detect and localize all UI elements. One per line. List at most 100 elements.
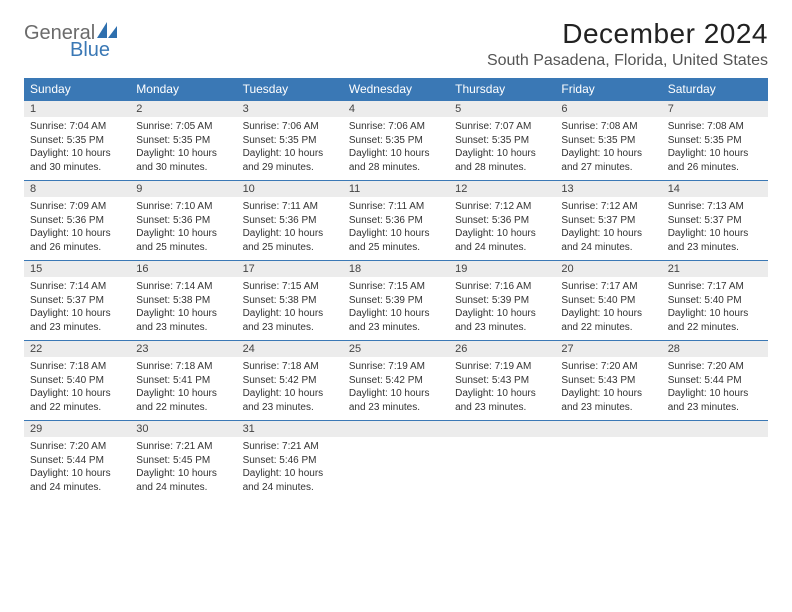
daylight-line: Daylight: 10 hours and 25 minutes. bbox=[243, 227, 337, 254]
day-body: Sunrise: 7:20 AMSunset: 5:43 PMDaylight:… bbox=[555, 357, 661, 420]
day-number: 17 bbox=[237, 261, 343, 277]
sunrise-line: Sunrise: 7:18 AM bbox=[30, 360, 124, 374]
day-body: Sunrise: 7:14 AMSunset: 5:38 PMDaylight:… bbox=[130, 277, 236, 340]
calendar-row: 29Sunrise: 7:20 AMSunset: 5:44 PMDayligh… bbox=[24, 421, 768, 501]
sunset-line: Sunset: 5:35 PM bbox=[30, 134, 124, 148]
daylight-line: Daylight: 10 hours and 24 minutes. bbox=[561, 227, 655, 254]
day-number: 21 bbox=[662, 261, 768, 277]
day-number: 29 bbox=[24, 421, 130, 437]
calendar-table: Sunday Monday Tuesday Wednesday Thursday… bbox=[24, 78, 768, 500]
day-body: Sunrise: 7:12 AMSunset: 5:36 PMDaylight:… bbox=[449, 197, 555, 260]
sunset-line: Sunset: 5:35 PM bbox=[136, 134, 230, 148]
daylight-line: Daylight: 10 hours and 23 minutes. bbox=[349, 307, 443, 334]
sunrise-line: Sunrise: 7:04 AM bbox=[30, 120, 124, 134]
sunrise-line: Sunrise: 7:12 AM bbox=[561, 200, 655, 214]
day-body: Sunrise: 7:10 AMSunset: 5:36 PMDaylight:… bbox=[130, 197, 236, 260]
sunset-line: Sunset: 5:35 PM bbox=[455, 134, 549, 148]
day-number: 8 bbox=[24, 181, 130, 197]
month-title: December 2024 bbox=[487, 18, 768, 50]
day-number: 3 bbox=[237, 101, 343, 117]
day-body: Sunrise: 7:09 AMSunset: 5:36 PMDaylight:… bbox=[24, 197, 130, 260]
day-body: Sunrise: 7:14 AMSunset: 5:37 PMDaylight:… bbox=[24, 277, 130, 340]
daylight-line: Daylight: 10 hours and 27 minutes. bbox=[561, 147, 655, 174]
sunset-line: Sunset: 5:35 PM bbox=[668, 134, 762, 148]
calendar-cell: 15Sunrise: 7:14 AMSunset: 5:37 PMDayligh… bbox=[24, 261, 130, 341]
location-text: South Pasadena, Florida, United States bbox=[487, 52, 768, 70]
day-body: Sunrise: 7:08 AMSunset: 5:35 PMDaylight:… bbox=[555, 117, 661, 180]
day-number: 25 bbox=[343, 341, 449, 357]
sunset-line: Sunset: 5:39 PM bbox=[349, 294, 443, 308]
daylight-line: Daylight: 10 hours and 22 minutes. bbox=[30, 387, 124, 414]
sunrise-line: Sunrise: 7:18 AM bbox=[136, 360, 230, 374]
header: General Blue December 2024 South Pasaden… bbox=[24, 18, 768, 70]
dayhead-tue: Tuesday bbox=[237, 78, 343, 101]
sunrise-line: Sunrise: 7:11 AM bbox=[243, 200, 337, 214]
calendar-cell: 5Sunrise: 7:07 AMSunset: 5:35 PMDaylight… bbox=[449, 101, 555, 181]
sunset-line: Sunset: 5:38 PM bbox=[136, 294, 230, 308]
calendar-cell: 30Sunrise: 7:21 AMSunset: 5:45 PMDayligh… bbox=[130, 421, 236, 501]
day-body: Sunrise: 7:16 AMSunset: 5:39 PMDaylight:… bbox=[449, 277, 555, 340]
sunset-line: Sunset: 5:40 PM bbox=[561, 294, 655, 308]
day-body: Sunrise: 7:04 AMSunset: 5:35 PMDaylight:… bbox=[24, 117, 130, 180]
daylight-line: Daylight: 10 hours and 26 minutes. bbox=[30, 227, 124, 254]
day-body: Sunrise: 7:18 AMSunset: 5:42 PMDaylight:… bbox=[237, 357, 343, 420]
dayhead-thu: Thursday bbox=[449, 78, 555, 101]
day-number: 23 bbox=[130, 341, 236, 357]
sunrise-line: Sunrise: 7:07 AM bbox=[455, 120, 549, 134]
day-body: Sunrise: 7:06 AMSunset: 5:35 PMDaylight:… bbox=[237, 117, 343, 180]
day-number: 18 bbox=[343, 261, 449, 277]
sunset-line: Sunset: 5:37 PM bbox=[30, 294, 124, 308]
sunset-line: Sunset: 5:46 PM bbox=[243, 454, 337, 468]
sunrise-line: Sunrise: 7:08 AM bbox=[561, 120, 655, 134]
day-number bbox=[449, 421, 555, 437]
sunrise-line: Sunrise: 7:12 AM bbox=[455, 200, 549, 214]
day-body: Sunrise: 7:08 AMSunset: 5:35 PMDaylight:… bbox=[662, 117, 768, 180]
sunrise-line: Sunrise: 7:19 AM bbox=[455, 360, 549, 374]
calendar-cell: 1Sunrise: 7:04 AMSunset: 5:35 PMDaylight… bbox=[24, 101, 130, 181]
calendar-cell bbox=[449, 421, 555, 501]
day-number: 2 bbox=[130, 101, 236, 117]
dayhead-sun: Sunday bbox=[24, 78, 130, 101]
day-number bbox=[555, 421, 661, 437]
sunrise-line: Sunrise: 7:11 AM bbox=[349, 200, 443, 214]
day-body bbox=[555, 437, 661, 495]
sunrise-line: Sunrise: 7:20 AM bbox=[30, 440, 124, 454]
daylight-line: Daylight: 10 hours and 23 minutes. bbox=[349, 387, 443, 414]
calendar-cell: 24Sunrise: 7:18 AMSunset: 5:42 PMDayligh… bbox=[237, 341, 343, 421]
sunset-line: Sunset: 5:36 PM bbox=[243, 214, 337, 228]
sunrise-line: Sunrise: 7:19 AM bbox=[349, 360, 443, 374]
sunrise-line: Sunrise: 7:06 AM bbox=[349, 120, 443, 134]
day-number: 20 bbox=[555, 261, 661, 277]
calendar-row: 15Sunrise: 7:14 AMSunset: 5:37 PMDayligh… bbox=[24, 261, 768, 341]
sunset-line: Sunset: 5:43 PM bbox=[455, 374, 549, 388]
sunset-line: Sunset: 5:40 PM bbox=[30, 374, 124, 388]
dayhead-sat: Saturday bbox=[662, 78, 768, 101]
dayhead-mon: Monday bbox=[130, 78, 236, 101]
calendar-cell: 10Sunrise: 7:11 AMSunset: 5:36 PMDayligh… bbox=[237, 181, 343, 261]
day-body: Sunrise: 7:06 AMSunset: 5:35 PMDaylight:… bbox=[343, 117, 449, 180]
calendar-cell bbox=[555, 421, 661, 501]
day-body: Sunrise: 7:17 AMSunset: 5:40 PMDaylight:… bbox=[555, 277, 661, 340]
sunrise-line: Sunrise: 7:17 AM bbox=[561, 280, 655, 294]
sunrise-line: Sunrise: 7:05 AM bbox=[136, 120, 230, 134]
day-number: 13 bbox=[555, 181, 661, 197]
calendar-page: General Blue December 2024 South Pasaden… bbox=[0, 0, 792, 524]
daylight-line: Daylight: 10 hours and 24 minutes. bbox=[136, 467, 230, 494]
day-body: Sunrise: 7:21 AMSunset: 5:46 PMDaylight:… bbox=[237, 437, 343, 500]
day-body bbox=[449, 437, 555, 495]
sunset-line: Sunset: 5:36 PM bbox=[455, 214, 549, 228]
daylight-line: Daylight: 10 hours and 26 minutes. bbox=[668, 147, 762, 174]
sunset-line: Sunset: 5:40 PM bbox=[668, 294, 762, 308]
daylight-line: Daylight: 10 hours and 23 minutes. bbox=[668, 227, 762, 254]
day-body: Sunrise: 7:15 AMSunset: 5:38 PMDaylight:… bbox=[237, 277, 343, 340]
calendar-cell: 28Sunrise: 7:20 AMSunset: 5:44 PMDayligh… bbox=[662, 341, 768, 421]
sunrise-line: Sunrise: 7:20 AM bbox=[561, 360, 655, 374]
day-body: Sunrise: 7:11 AMSunset: 5:36 PMDaylight:… bbox=[343, 197, 449, 260]
calendar-cell: 9Sunrise: 7:10 AMSunset: 5:36 PMDaylight… bbox=[130, 181, 236, 261]
calendar-cell: 4Sunrise: 7:06 AMSunset: 5:35 PMDaylight… bbox=[343, 101, 449, 181]
daylight-line: Daylight: 10 hours and 23 minutes. bbox=[455, 387, 549, 414]
day-body: Sunrise: 7:20 AMSunset: 5:44 PMDaylight:… bbox=[662, 357, 768, 420]
daylight-line: Daylight: 10 hours and 28 minutes. bbox=[455, 147, 549, 174]
sunrise-line: Sunrise: 7:06 AM bbox=[243, 120, 337, 134]
calendar-cell: 19Sunrise: 7:16 AMSunset: 5:39 PMDayligh… bbox=[449, 261, 555, 341]
